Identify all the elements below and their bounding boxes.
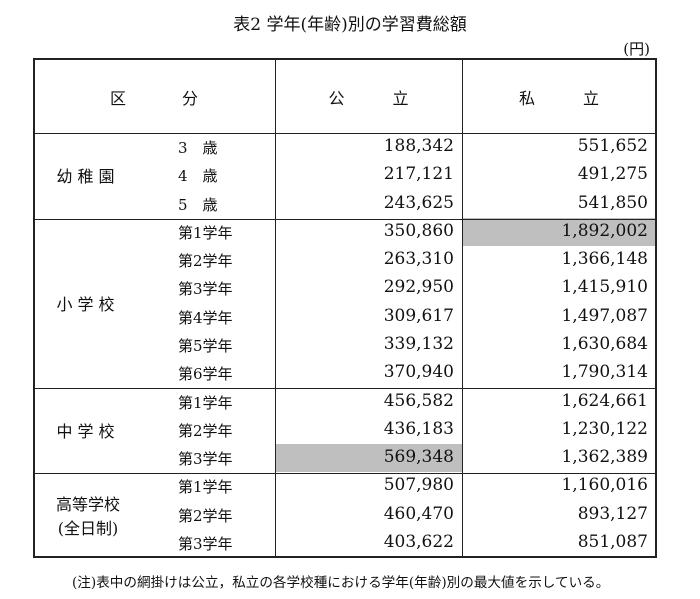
group-border	[33, 471, 656, 475]
group-label: (全日制)	[57, 518, 119, 538]
public-value: 292,950	[383, 277, 454, 298]
row-label: 第4学年	[178, 308, 233, 327]
border	[655, 58, 657, 558]
public-value: 569,348	[383, 447, 454, 468]
title: 表2 学年(年齢)別の学習費総額	[233, 15, 467, 35]
group-border	[33, 217, 656, 220]
row-label: 第3学年	[178, 450, 233, 469]
row-label: 第2学年	[178, 421, 233, 440]
public-value: 436,183	[383, 418, 454, 439]
public-value: 339,132	[383, 334, 454, 354]
row-label: 4 歳	[178, 167, 218, 186]
group-label: 高等学校	[55, 494, 120, 514]
row-label: 3 歳	[178, 139, 218, 158]
private-value: 1,624,661	[561, 390, 648, 411]
header-cell: 私立	[518, 88, 647, 108]
row-label: 第2学年	[178, 252, 233, 271]
group-label: 小学校	[56, 294, 120, 314]
private-value: 1,362,389	[561, 447, 648, 468]
border	[462, 58, 463, 557]
private-value: 1,790,314	[561, 362, 648, 383]
group-label: 幼稚園	[56, 167, 120, 187]
shade	[275, 443, 462, 473]
private-value: 1,892,002	[561, 220, 648, 241]
row-label: 第3学年	[178, 280, 233, 299]
public-value: 188,342	[383, 136, 454, 157]
border	[33, 58, 35, 557]
row-label: 第6学年	[178, 365, 233, 384]
header-cell: 公立	[328, 88, 457, 108]
row-label: 第1学年	[178, 478, 233, 497]
row-label: 5 歳	[178, 195, 218, 214]
row-label: 第3学年	[178, 534, 233, 553]
row-label: 第1学年	[178, 393, 233, 412]
public-value: 217,121	[383, 164, 454, 185]
group-label: 中学校	[56, 421, 120, 441]
unit: (円)	[623, 40, 650, 58]
private-value: 541,850	[577, 192, 648, 213]
private-value: 1,497,087	[561, 305, 648, 326]
private-value: 851,087	[577, 531, 648, 552]
border	[33, 58, 656, 60]
border	[275, 58, 276, 557]
header-cell: 区分	[109, 88, 254, 108]
row-label: 第1学年	[178, 223, 233, 242]
private-value: 1,630,684	[561, 334, 648, 354]
private-value: 1,415,910	[561, 277, 648, 298]
public-value: 460,470	[383, 503, 454, 524]
group-border	[33, 386, 656, 390]
public-value: 263,310	[383, 249, 454, 270]
row-label: 第2学年	[178, 506, 233, 525]
public-value: 370,940	[383, 362, 454, 383]
public-value: 309,617	[383, 305, 454, 326]
public-value: 456,582	[383, 390, 454, 411]
public-value: 507,980	[383, 475, 454, 496]
private-value: 1,366,148	[561, 249, 648, 270]
row-label: 第5学年	[178, 337, 233, 355]
private-value: 491,275	[577, 164, 648, 185]
shade	[462, 217, 656, 247]
private-value: 551,652	[577, 136, 648, 157]
public-value: 243,625	[383, 192, 454, 213]
public-value: 350,860	[383, 220, 454, 241]
border	[33, 556, 656, 558]
private-value: 893,127	[577, 503, 648, 524]
border	[33, 133, 656, 134]
public-value: 403,622	[383, 531, 454, 552]
note: (注)表中の網掛けは公立，私立の各学校種における学年(年齢)別の最大値を示してい…	[72, 575, 610, 591]
private-value: 1,160,016	[561, 475, 648, 496]
private-value: 1,230,122	[561, 418, 648, 439]
